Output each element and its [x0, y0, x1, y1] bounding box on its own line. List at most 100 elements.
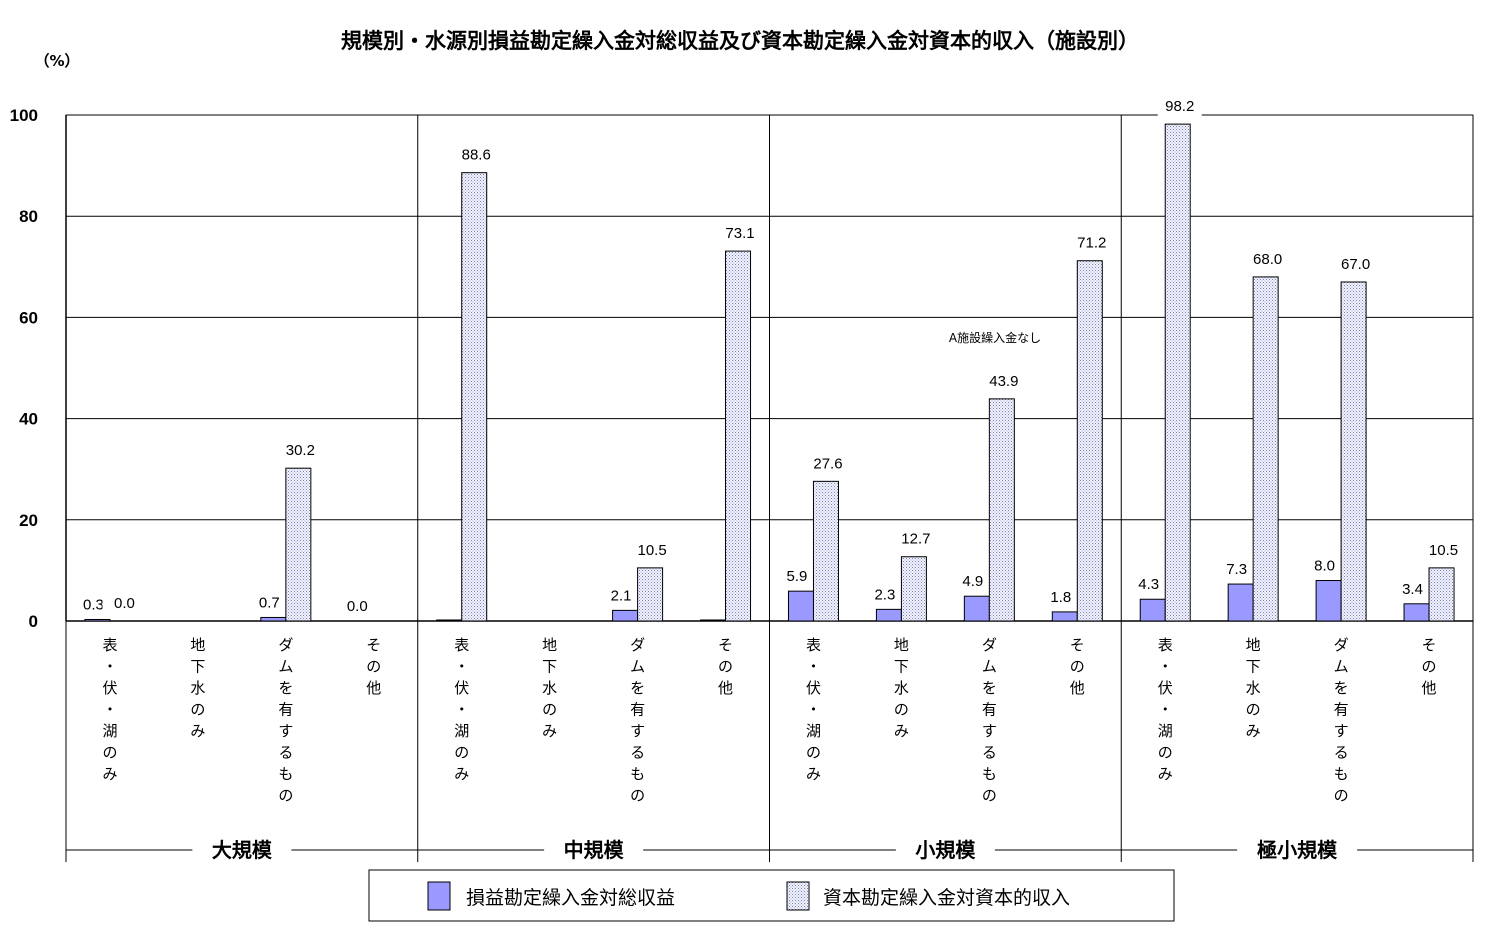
category-label-char: を [630, 679, 645, 697]
category-label-char: を [278, 679, 293, 697]
category-label-char: の [1070, 658, 1085, 676]
category-label-char: 湖 [1158, 722, 1173, 740]
category-label-char: 有 [278, 701, 293, 719]
bar-series1 [84, 618, 111, 622]
y-tick-label: 60 [19, 308, 38, 327]
category-label-char: 有 [630, 701, 645, 719]
data-label-bg [454, 144, 499, 165]
data-label-bg [1333, 253, 1378, 274]
bar-series1 [1403, 603, 1430, 622]
category-label-char: み [190, 722, 205, 740]
category-label-char: 湖 [102, 722, 117, 740]
category-label-char: る [982, 744, 997, 762]
data-label-bg [805, 453, 850, 474]
data-label-series1: 3.4 [1402, 581, 1423, 598]
category-label-char: ・ [454, 658, 469, 676]
group-label: 小規模 [915, 838, 976, 862]
bar-series1 [1227, 583, 1254, 622]
bar-series2 [1164, 123, 1191, 622]
legend-swatch-series2 [786, 881, 810, 911]
group-labels: 大規模 中規模 小規模 極小規模 [66, 838, 1473, 862]
category-label-char: 有 [1334, 701, 1349, 719]
category-label-char: す [278, 722, 293, 740]
category-label-char: 地 [542, 636, 557, 654]
category-label-char: 水 [1246, 679, 1261, 697]
category-label-char: も [982, 765, 997, 783]
category-label-char: み [806, 765, 821, 783]
category-label-char: る [630, 744, 645, 762]
category-label-char: ム [982, 658, 997, 676]
y-tick-label: 80 [19, 207, 38, 226]
data-label-bg [102, 593, 147, 613]
category-label-char: ・ [806, 658, 821, 676]
category-label-char: 他 [366, 679, 381, 697]
bar-series1 [963, 595, 990, 622]
category-label-char: 伏 [102, 679, 117, 697]
y-tick-label: 100 [10, 106, 38, 125]
legend-box [368, 869, 1175, 922]
category-label-char: 水 [190, 679, 205, 697]
category-label-char: 下 [1246, 658, 1261, 676]
category-label-char: も [278, 765, 293, 783]
data-label-series2: 73.1 [725, 225, 754, 242]
category-label-char: 湖 [806, 722, 821, 740]
category-label-char: ・ [806, 701, 821, 719]
data-labels: 0.3 0.0 0.7 30.2 0.0 88.6 2.1 10.5 73.1 5.9 27.6 2.… [83, 96, 1466, 615]
category-label-char: の [1422, 658, 1437, 676]
category-label-char: ム [1334, 658, 1349, 676]
category-label-char: の [366, 658, 381, 676]
legend-label-series2: 資本勘定繰入金対資本的収入 [823, 887, 1070, 909]
category-label-char: 地 [1246, 636, 1261, 654]
bar-series2 [812, 480, 839, 622]
category-label-char: の [806, 744, 821, 762]
data-label-series1: 1.8 [1050, 589, 1071, 606]
category-label-char: ダ [982, 636, 997, 654]
category-labels: 表・伏・湖のみ地下水のみダムを有するものその他表・伏・湖のみ地下水のみダムを有す… [102, 636, 1436, 805]
category-label-char: の [630, 787, 645, 805]
category-label-char: 伏 [1158, 679, 1173, 697]
category-label-char: み [894, 722, 909, 740]
category-label-char: ダ [278, 636, 293, 654]
bar-series2 [988, 398, 1015, 622]
bar-series2 [461, 172, 488, 622]
category-label-char: 他 [718, 679, 733, 697]
category-label-char: そ [366, 636, 381, 654]
y-tick-label: 40 [19, 410, 38, 429]
category-label-char: み [454, 765, 469, 783]
bar-series1 [612, 609, 639, 622]
data-label-series2: 71.2 [1077, 235, 1106, 252]
data-label-bg [1421, 539, 1466, 560]
chart-title: 規模別・水源別損益勘定繰入金対総収益及び資本勘定繰入金対資本的収入（施設別） [341, 29, 1139, 53]
data-label-bg [1245, 248, 1290, 269]
data-label-series1: 0.3 [83, 596, 104, 613]
y-tick-label: 0 [29, 612, 38, 631]
category-label-char: 有 [982, 701, 997, 719]
category-label-char: の [102, 744, 117, 762]
category-label-char: 下 [894, 658, 909, 676]
data-label-series2: 10.5 [637, 542, 666, 559]
bar-series2 [1428, 567, 1455, 622]
category-label-char: す [982, 722, 997, 740]
bar-series2 [1076, 260, 1103, 622]
category-label-char: ・ [102, 701, 117, 719]
category-label-char: 表 [1158, 636, 1173, 654]
category-label-char: 表 [806, 636, 821, 654]
category-label-char: ・ [1158, 701, 1173, 719]
category-label-char: の [894, 701, 909, 719]
category-label-char: 伏 [454, 679, 469, 697]
group-label: 中規模 [564, 838, 625, 862]
legend-swatch-series1 [427, 881, 451, 911]
data-label-bg [1157, 96, 1202, 117]
data-label-bg [630, 539, 675, 560]
category-label-char: る [1334, 744, 1349, 762]
data-label-series1: 4.9 [962, 573, 983, 590]
category-label-char: す [630, 722, 645, 740]
category-label-char: 湖 [454, 722, 469, 740]
y-tick-label: 20 [19, 511, 38, 530]
group-label: 大規模 [212, 838, 273, 862]
bar-series2 [725, 250, 752, 622]
data-label-series1: 2.1 [611, 587, 632, 604]
data-label-series1: 2.3 [874, 586, 895, 603]
category-label-char: ダ [630, 636, 645, 654]
